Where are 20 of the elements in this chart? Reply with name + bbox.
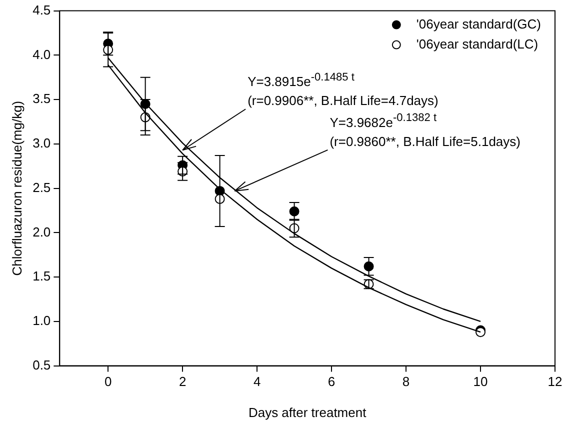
y-tick-label: 1.5 xyxy=(32,268,51,284)
legend-label: '06year standard(LC) xyxy=(416,36,538,52)
y-tick-label: 4.0 xyxy=(32,46,51,62)
legend-label: '06year standard(GC) xyxy=(416,16,541,32)
y-tick-label: 0.5 xyxy=(32,357,51,372)
x-axis-title: Days after treatment xyxy=(248,404,367,420)
x-tick-label: 6 xyxy=(328,374,336,390)
x-tick-label: 10 xyxy=(473,374,488,390)
x-tick-label: 12 xyxy=(548,374,562,390)
x-tick-label: 4 xyxy=(253,374,261,390)
y-tick-label: 4.5 xyxy=(32,2,51,18)
y-tick-label: 2.0 xyxy=(32,224,51,240)
y-tick-label: 2.5 xyxy=(32,180,51,195)
x-tick-label: 2 xyxy=(178,374,186,390)
y-tick-label: 3.0 xyxy=(32,136,51,151)
y-axis-title: Chlorfluazuron residue(mg/kg) xyxy=(9,100,24,276)
x-tick-label: 0 xyxy=(104,374,112,390)
x-tick-label: 8 xyxy=(402,374,410,390)
y-tick-label: 1.0 xyxy=(32,313,51,328)
y-tick-label: 3.5 xyxy=(32,91,51,106)
